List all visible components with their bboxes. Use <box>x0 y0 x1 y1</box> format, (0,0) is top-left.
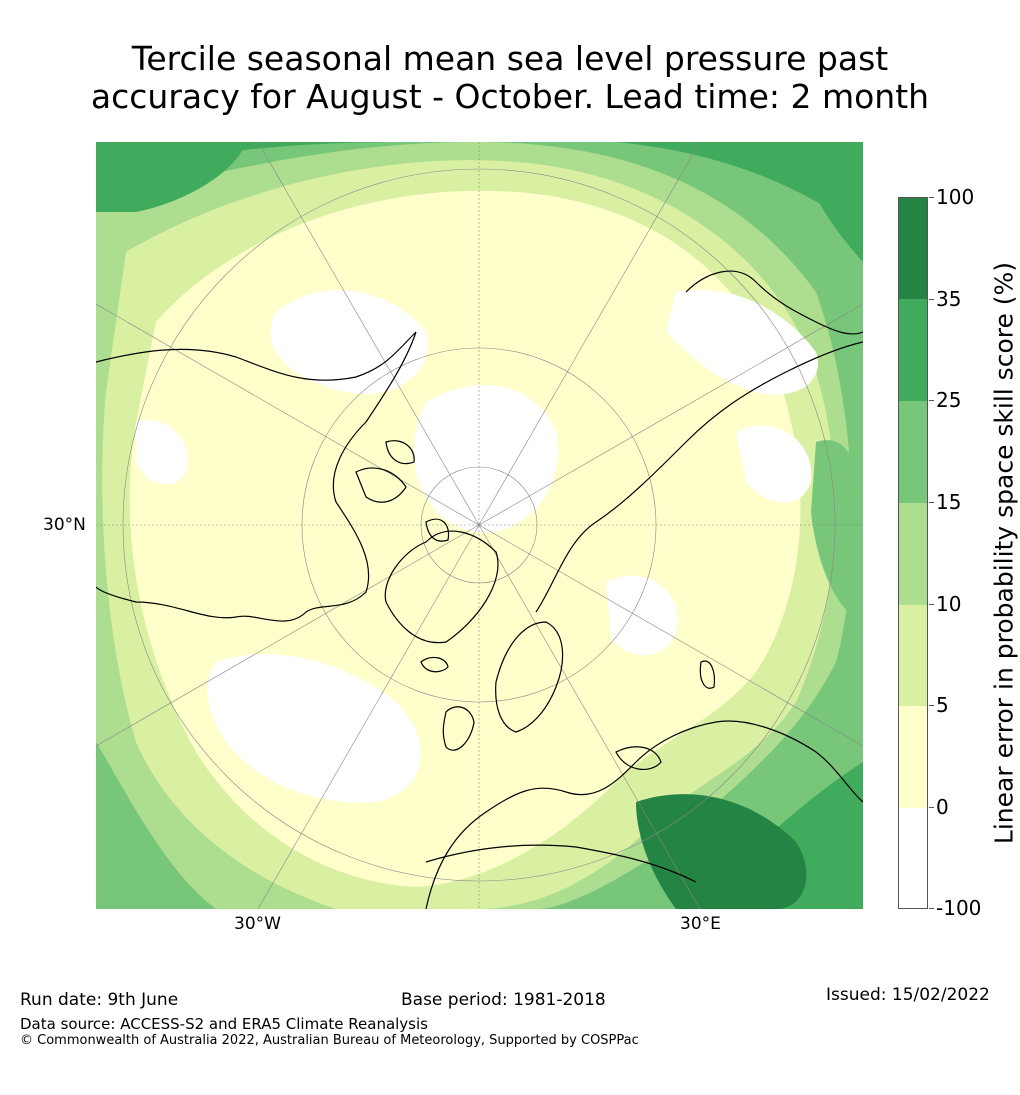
coastline-caspian <box>699 660 716 689</box>
coastline-mediterranean <box>425 844 697 883</box>
colorbar-tick-label: 5 <box>936 693 949 717</box>
colorbar-bin-25-35 <box>899 299 927 401</box>
colorbar-tick-label: 0 <box>936 795 949 819</box>
colorbar-tick-label: 10 <box>936 592 962 616</box>
base-period: Base period: 1981-2018 <box>401 990 606 1010</box>
coastline-scandinavia <box>495 621 564 733</box>
issued-date: Issued: 15/02/2022 <box>826 985 990 1005</box>
colorbar-tick-label: 35 <box>936 287 962 311</box>
colorbar-bin-15-25 <box>899 401 927 503</box>
coastline-europe <box>425 720 863 909</box>
colorbar-tick-label: 100 <box>936 185 975 209</box>
data-source: Data source: ACCESS-S2 and ERA5 Climate … <box>20 1015 428 1033</box>
run-date: Run date: 9th June <box>20 990 179 1010</box>
lon-label-30e: 30°E <box>680 914 721 934</box>
region-skill-25-35 <box>96 142 246 212</box>
colorbar-tick <box>929 299 934 300</box>
chart-title: Tercile seasonal mean sea level pressure… <box>0 40 1020 116</box>
colorbar-bin-neg <box>899 808 927 908</box>
colorbar-tick <box>929 705 934 706</box>
colorbar-tick <box>929 908 934 909</box>
colorbar-tick-label: 15 <box>936 490 962 514</box>
skill-score-map[interactable] <box>96 142 863 909</box>
copyright: © Commonwealth of Australia 2022, Austra… <box>20 1033 639 1048</box>
coastline-black-sea <box>615 746 662 770</box>
colorbar-tick-label: 25 <box>936 388 962 412</box>
title-line-1: Tercile seasonal mean sea level pressure… <box>131 39 889 78</box>
colorbar-tick <box>929 197 934 198</box>
coastlines <box>96 270 863 909</box>
coastline-british-isles <box>442 706 475 751</box>
coastline-arctic-islands <box>355 440 450 542</box>
colorbar <box>898 197 928 909</box>
colorbar-tick <box>929 807 934 808</box>
region-skill-negative <box>606 575 678 656</box>
colorbar-tick <box>929 502 934 503</box>
region-skill-negative <box>736 425 812 503</box>
colorbar-title: Linear error in probability space skill … <box>989 261 1019 845</box>
colorbar-bin-5-10 <box>899 605 927 706</box>
lon-label-30w: 30°W <box>234 914 281 934</box>
title-line-2: accuracy for August - October. Lead time… <box>90 77 930 116</box>
coastline-far-east <box>685 270 863 335</box>
graticule <box>96 142 863 909</box>
region-skill-15-25 <box>811 440 863 622</box>
colorbar-bin-10-15 <box>899 503 927 605</box>
colorbar-tick-label: -100 <box>936 896 982 920</box>
region-skill-25-35 <box>796 142 863 262</box>
colorbar-bin-35-100 <box>899 198 927 299</box>
coastline-greenland <box>384 530 499 644</box>
colorbar-tick <box>929 604 934 605</box>
colorbar-bin-0-5 <box>899 706 927 808</box>
coastline-eurasia-arctic <box>535 341 863 613</box>
colorbar-tick <box>929 400 934 401</box>
region-skill-negative <box>666 290 818 395</box>
region-skill-negative <box>207 654 421 803</box>
region-skill-negative <box>414 385 558 533</box>
coastline-north-america <box>96 331 417 622</box>
coastline-iceland <box>420 656 449 673</box>
lat-label-30n: 30°N <box>43 515 86 535</box>
region-skill-35-100 <box>636 794 807 909</box>
region-skill-negative <box>136 420 188 485</box>
